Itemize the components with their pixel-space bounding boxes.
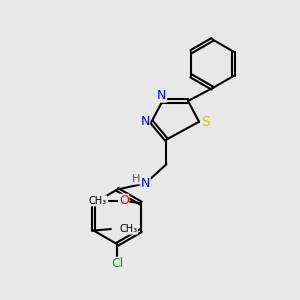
Text: O: O xyxy=(119,194,129,207)
Text: N: N xyxy=(140,115,150,128)
Text: H: H xyxy=(132,174,140,184)
Text: Cl: Cl xyxy=(111,257,123,270)
Text: CH₃: CH₃ xyxy=(88,196,106,206)
Text: CH₃: CH₃ xyxy=(119,224,137,234)
Text: N: N xyxy=(141,177,150,190)
Text: N: N xyxy=(157,89,167,102)
Text: S: S xyxy=(201,115,210,129)
